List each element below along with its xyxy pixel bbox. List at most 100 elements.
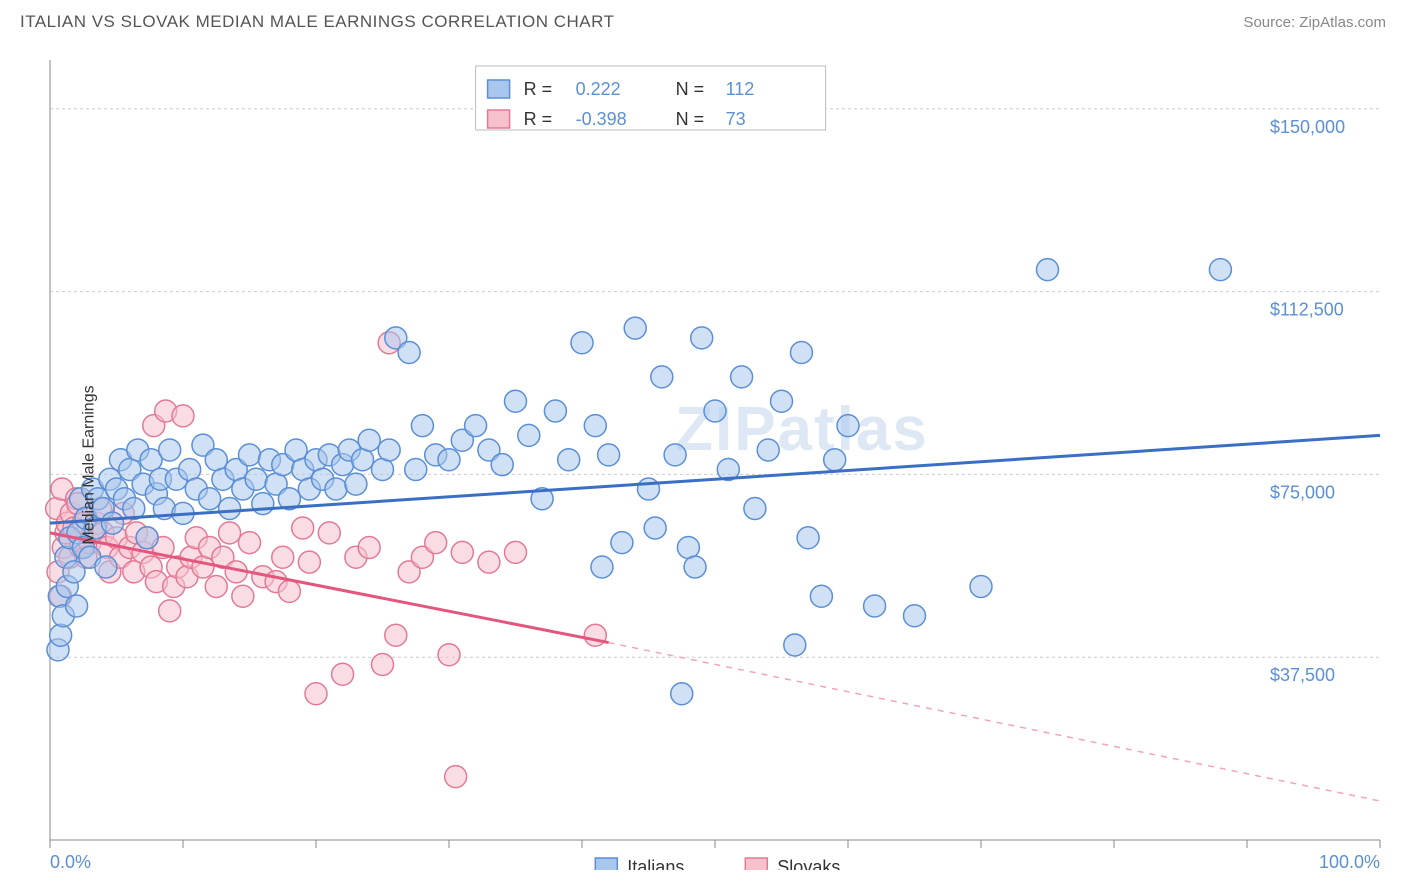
data-point-italians: [358, 429, 380, 451]
data-point-italians: [239, 444, 261, 466]
data-point-italians: [219, 498, 241, 520]
data-point-italians: [558, 449, 580, 471]
data-point-italians: [790, 342, 812, 364]
series-legend-label: Slovaks: [777, 857, 840, 870]
y-axis-label: Median Male Earnings: [81, 385, 99, 544]
data-point-slovaks: [478, 551, 500, 573]
data-point-italians: [571, 332, 593, 354]
data-point-italians: [644, 517, 666, 539]
data-point-italians: [405, 459, 427, 481]
y-tick-label: $112,500: [1270, 300, 1344, 320]
data-point-italians: [904, 605, 926, 627]
data-point-slovaks: [219, 522, 241, 544]
source-label: Source: ZipAtlas.com: [1243, 14, 1386, 31]
data-point-slovaks: [192, 556, 214, 578]
y-tick-label: $150,000: [1270, 117, 1345, 137]
data-point-italians: [584, 415, 606, 437]
data-point-italians: [372, 459, 394, 481]
legend-n-label: N =: [676, 79, 705, 99]
data-point-italians: [591, 556, 613, 578]
y-tick-label: $75,000: [1270, 482, 1335, 502]
data-point-italians: [159, 439, 181, 461]
data-point-slovaks: [205, 576, 227, 598]
data-point-italians: [352, 449, 374, 471]
data-point-italians: [378, 439, 400, 461]
data-point-italians: [824, 449, 846, 471]
legend-n-label: N =: [676, 109, 705, 129]
data-point-italians: [325, 478, 347, 500]
data-point-slovaks: [358, 537, 380, 559]
legend-r-value: 0.222: [576, 79, 621, 99]
legend-r-value: -0.398: [576, 109, 627, 129]
data-point-italians: [784, 634, 806, 656]
data-point-italians: [651, 366, 673, 388]
series-legend-swatch: [595, 858, 617, 870]
data-point-slovaks: [292, 517, 314, 539]
data-point-italians: [505, 390, 527, 412]
data-point-slovaks: [278, 580, 300, 602]
series-legend-label: Italians: [627, 857, 684, 870]
series-legend-swatch: [745, 858, 767, 870]
data-point-italians: [50, 624, 72, 646]
data-point-slovaks: [372, 654, 394, 676]
data-point-slovaks: [305, 683, 327, 705]
data-point-italians: [731, 366, 753, 388]
data-point-italians: [1037, 259, 1059, 281]
data-point-italians: [199, 488, 221, 510]
data-point-slovaks: [272, 546, 294, 568]
y-tick-label: $37,500: [1270, 665, 1335, 685]
legend-swatch: [488, 80, 510, 98]
data-point-italians: [245, 468, 267, 490]
data-point-italians: [671, 683, 693, 705]
data-point-slovaks: [239, 532, 261, 554]
data-point-slovaks: [425, 532, 447, 554]
legend-n-value: 112: [726, 79, 755, 99]
data-point-italians: [66, 595, 88, 617]
data-point-italians: [797, 527, 819, 549]
data-point-italians: [864, 595, 886, 617]
data-point-slovaks: [332, 663, 354, 685]
data-point-slovaks: [385, 624, 407, 646]
data-point-slovaks: [318, 522, 340, 544]
data-point-italians: [837, 415, 859, 437]
legend-r-label: R =: [524, 79, 553, 99]
legend-r-label: R =: [524, 109, 553, 129]
data-point-slovaks: [172, 405, 194, 427]
data-point-italians: [638, 478, 660, 500]
data-point-italians: [684, 556, 706, 578]
data-point-italians: [744, 498, 766, 520]
data-point-slovaks: [298, 551, 320, 573]
legend-swatch: [488, 110, 510, 128]
data-point-slovaks: [232, 585, 254, 607]
data-point-italians: [252, 493, 274, 515]
correlation-scatter-chart: ZIPatlas$37,500$75,000$112,500$150,0000.…: [0, 40, 1406, 870]
data-point-italians: [598, 444, 620, 466]
data-point-italians: [771, 390, 793, 412]
data-point-italians: [1209, 259, 1231, 281]
data-point-italians: [664, 444, 686, 466]
data-point-italians: [624, 317, 646, 339]
data-point-italians: [810, 585, 832, 607]
data-point-italians: [398, 342, 420, 364]
data-point-italians: [285, 439, 307, 461]
data-point-italians: [611, 532, 633, 554]
data-point-italians: [544, 400, 566, 422]
data-point-italians: [102, 512, 124, 534]
data-point-italians: [411, 415, 433, 437]
legend-n-value: 73: [726, 109, 746, 129]
chart-container: Median Male Earnings ZIPatlas$37,500$75,…: [0, 40, 1406, 890]
x-tick-label: 100.0%: [1319, 852, 1380, 870]
data-point-italians: [205, 449, 227, 471]
data-point-italians: [136, 527, 158, 549]
data-point-italians: [970, 576, 992, 598]
data-point-italians: [95, 556, 117, 578]
data-point-italians: [691, 327, 713, 349]
data-point-italians: [179, 459, 201, 481]
data-point-italians: [491, 454, 513, 476]
chart-title: ITALIAN VS SLOVAK MEDIAN MALE EARNINGS C…: [20, 12, 614, 32]
data-point-italians: [465, 415, 487, 437]
data-point-italians: [757, 439, 779, 461]
data-point-italians: [518, 424, 540, 446]
data-point-slovaks: [451, 541, 473, 563]
data-point-slovaks: [445, 766, 467, 788]
